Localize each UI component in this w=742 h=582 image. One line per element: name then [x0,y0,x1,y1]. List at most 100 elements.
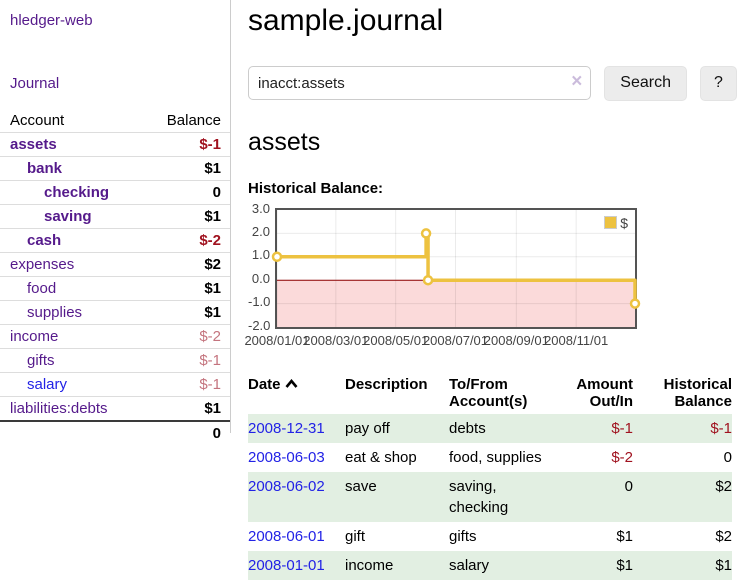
account-link[interactable]: salary [27,376,68,393]
account-row: cash $-2 [0,229,230,253]
y-axis-tick-label: -1.0 [248,294,271,310]
balance-column-header-main[interactable]: Historical Balance [663,375,732,410]
accounts-table-header: Account Balance [0,109,230,133]
account-link[interactable]: saving [44,208,92,225]
accounts-total-row: 0 [0,421,230,445]
accounts-total: 0 [212,425,221,442]
account-row: income $-2 [0,325,230,349]
sidebar: hledger-web Journal Account Balance asse… [0,0,231,442]
transaction-description: income [345,556,394,574]
x-axis-tick-label: 2008/03/01 [303,332,369,348]
account-heading: assets [248,127,321,156]
transaction-accounts: gifts [449,527,477,545]
account-balance: $1 [204,208,221,225]
transaction-date-link[interactable]: 2008-12-31 [248,419,325,437]
transaction-description: gift [345,527,366,545]
transaction-date-link[interactable]: 2008-01-01 [248,556,325,574]
transaction-accounts: saving, checking [449,477,509,516]
chart-legend: $ [602,213,630,232]
register-table: Date Description To/From Account(s) Amou… [248,374,732,580]
transaction-row: 2008-06-03 eat & shop food, supplies $-2… [248,443,732,472]
account-link[interactable]: food [27,280,57,297]
account-row: gifts $-1 [0,349,230,373]
chart-plot-area: $ [271,207,641,329]
account-link[interactable]: gifts [27,352,55,369]
clear-search-icon[interactable]: × [571,71,583,92]
transaction-accounts: food, supplies [449,448,542,466]
y-axis-tick-label: -2.0 [248,317,271,333]
amount-column-header[interactable]: Amount Out/In [576,375,633,410]
x-axis-tick-label: 2008/05/01 [363,332,429,348]
account-balance: $2 [204,256,221,273]
account-link[interactable]: checking [44,184,110,201]
balance-column-header: Balance [166,112,221,129]
search-form: × Search ? [248,65,737,101]
historical-balance-chart: $ 3.0 2.0 1.0 0.0 -1.0 -2.0 2008/01/01 2008/03/… [244,201,737,353]
transaction-amount: $-1 [611,419,633,437]
account-link[interactable]: assets [10,136,57,153]
transaction-accounts: debts [449,419,486,437]
account-balance: $1 [204,400,221,417]
account-row: saving $1 [0,205,230,229]
x-axis-tick-label: 2008/11/01 [544,332,609,348]
description-column-header[interactable]: Description [345,375,428,393]
y-axis-tick-label: 0.0 [251,270,270,286]
x-axis-tick-label: 2008/07/01 [422,332,489,348]
app-title-link[interactable]: hledger-web [10,12,93,29]
accounts-table: Account Balance assets $-1 bank $1 check… [0,109,230,445]
transaction-balance: $1 [715,556,732,574]
x-axis-tick-label: 2008/09/01 [483,332,549,348]
sidebar-item-journal[interactable]: Journal [10,75,60,92]
transaction-amount: $1 [616,527,633,545]
account-row: assets $-1 [0,133,230,157]
transaction-balance: $-1 [710,419,732,437]
date-column-header[interactable]: Date [248,374,345,414]
legend-label: $ [620,214,628,231]
account-balance: $1 [204,280,221,297]
transaction-row: 2008-12-31 pay off debts $-1 $-1 [248,413,732,443]
x-axis-tick-label: 2008/01/01 [244,332,310,348]
y-axis-tick-label: 3.0 [251,200,270,216]
register-table-header: Date Description To/From Account(s) Amou… [248,374,732,414]
transaction-date-link[interactable]: 2008-06-01 [248,527,325,545]
transaction-amount: $-2 [611,448,633,466]
account-balance: $-1 [199,376,221,393]
account-balance: $-2 [199,328,221,345]
transaction-row: 2008-06-02 save saving, checking 0 $2 [248,471,732,522]
account-link[interactable]: expenses [10,256,75,273]
transaction-description: save [345,477,377,495]
legend-swatch-icon [604,216,618,229]
transaction-date-link[interactable]: 2008-06-03 [248,448,325,466]
account-link[interactable]: income [10,328,59,345]
transaction-accounts: salary [449,556,490,574]
account-balance: 0 [212,184,221,201]
transaction-amount: 0 [624,477,633,495]
account-link[interactable]: cash [27,232,62,249]
transaction-balance: 0 [723,448,732,466]
sort-ascending-icon [285,376,298,393]
account-row: salary $-1 [0,373,230,397]
transaction-row: 2008-01-01 income salary $1 $1 [248,550,732,580]
account-column-header: Account [10,112,65,129]
account-balance: $1 [204,304,221,321]
account-row: checking 0 [0,181,230,205]
search-input[interactable] [248,66,592,100]
search-button[interactable]: Search [604,65,687,101]
transaction-description: eat & shop [345,448,417,466]
account-link[interactable]: liabilities:debts [10,400,108,417]
account-balance: $-1 [199,352,221,369]
chart-canvas [271,209,641,327]
account-row: liabilities:debts $1 [0,397,230,421]
account-link[interactable]: supplies [27,304,83,321]
account-balance: $-1 [199,136,221,153]
y-axis-tick-label: 1.0 [251,247,270,263]
help-button[interactable]: ? [700,65,737,101]
transaction-row: 2008-06-01 gift gifts $1 $2 [248,522,732,551]
chart-title: Historical Balance: [248,179,384,197]
transaction-date-link[interactable]: 2008-06-02 [248,477,325,495]
account-link[interactable]: bank [27,160,63,177]
account-row: supplies $1 [0,301,230,325]
accounts-column-header[interactable]: To/From Account(s) [449,375,528,410]
transaction-description: pay off [345,419,390,437]
transaction-amount: $1 [616,556,633,574]
